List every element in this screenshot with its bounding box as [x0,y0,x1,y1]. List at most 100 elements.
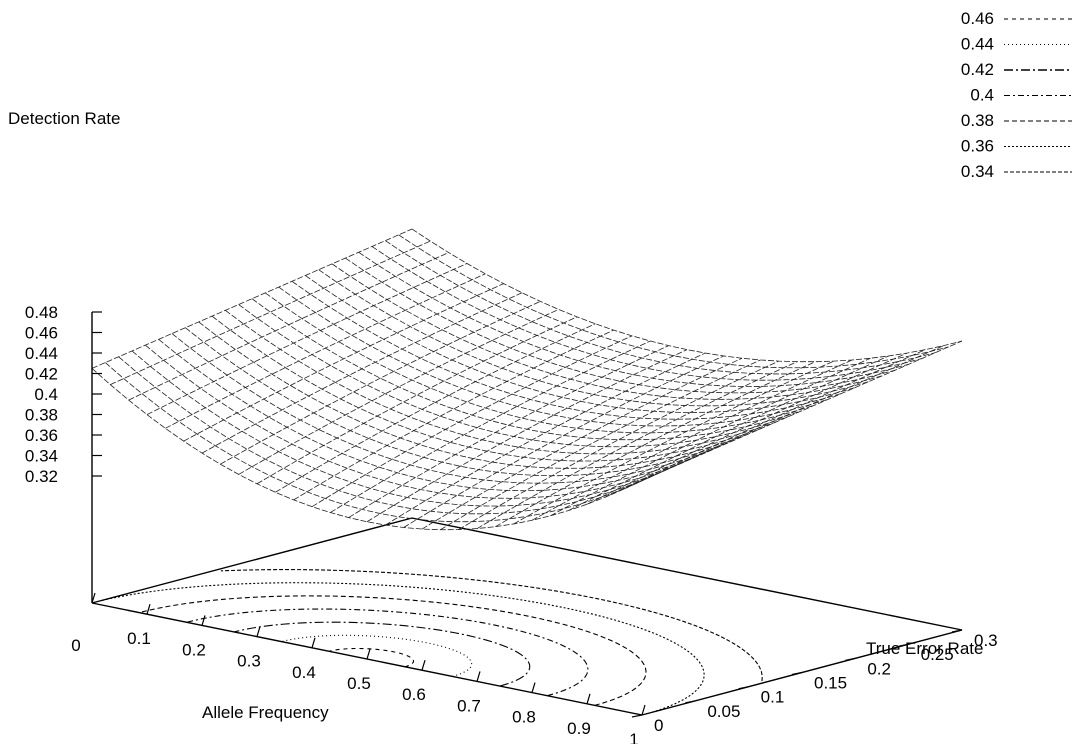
mesh-line-a [110,240,431,386]
mesh-line-t [358,251,909,387]
legend-label: 0.38 [961,111,994,130]
x-tick [476,671,481,682]
y-tick-label: 0.2 [867,659,891,678]
mesh-line-a [440,359,761,531]
mesh-line-a [348,345,669,518]
y-tick [791,671,803,676]
surface-mesh [91,228,963,531]
z-tick-label: 0.44 [25,344,58,363]
mesh-line-t [131,350,683,507]
y-tick-label: 0.3 [974,631,998,650]
mesh-line-t [198,321,749,469]
mesh-line-a [293,329,614,501]
z-tick-label: 0.42 [25,365,58,384]
y-tick-label: 0.05 [707,702,740,721]
contour-0.38 [234,621,531,687]
x-tick [256,626,261,637]
x-tick-label: 1 [629,730,638,744]
mesh-line-t [171,333,723,484]
mesh-line-a [330,340,651,513]
mesh-line-t [331,263,883,400]
mesh-line-t [145,344,696,499]
x-tick-label: 0.7 [457,696,481,715]
mesh-line-a [238,309,559,475]
z-axis-label: Detection Rate [8,109,120,128]
legend-label: 0.36 [961,137,994,156]
x-tick-label: 0.9 [567,719,591,738]
x-axis-label: Allele Frequency [202,703,329,722]
contour-0.46 [220,569,763,682]
legend-label: 0.42 [961,60,994,79]
x-tick [421,660,426,671]
mesh-line-t [118,356,669,515]
legend-label: 0.46 [961,9,994,28]
x-tick-label: 0.6 [402,685,426,704]
mesh-line-t [411,228,963,363]
mesh-line-a [165,273,486,429]
x-tick [201,615,206,626]
x-tick [641,704,646,716]
y-tick [738,686,749,690]
x-tick [311,637,316,648]
z-tick-label: 0.4 [34,385,58,404]
contour-lines [102,569,763,713]
mesh-line-t [371,246,923,381]
x-tick-label: 0.8 [512,708,536,727]
y-tick [631,714,643,718]
y-axis-ticks: 0 0.05 0.1 0.15 0.2 0.25 0.3 [631,629,998,735]
y-tick-label: 0.25 [921,645,954,664]
mesh-line-t [291,280,843,420]
mesh-line-a [146,263,468,415]
mesh-line-t [318,269,869,407]
mesh-line-t [238,304,789,448]
mesh-line-t [278,286,829,427]
legend-label: 0.44 [961,35,994,54]
y-tick-label: 0.15 [814,674,847,693]
z-axis: 0.48 0.460.44 0.420.4 0.380.36 0.340.32 [25,303,102,603]
x-tick [586,693,591,704]
mesh-line-a [201,292,523,454]
x-tick-label: 0.2 [182,640,206,659]
z-tick-label: 0.34 [25,447,58,466]
contour-0.42 [139,595,647,706]
x-tick [91,592,96,604]
y-axis-label: True Error Rate [866,639,983,658]
x-tick [531,682,536,693]
mesh-line-t [185,327,736,477]
mesh-line-a [458,360,779,530]
y-tick [951,629,963,633]
x-tick-label: 0.4 [292,663,316,682]
y-tick [898,643,909,647]
contour-0.4 [186,608,589,697]
x-tick-label: 0.1 [127,629,151,648]
x-tick-label: 0.3 [237,652,261,671]
y-tick [845,657,856,661]
z-tick-label: 0.32 [25,467,58,486]
mesh-line-t [265,292,816,434]
mesh-line-t [251,298,803,441]
mesh-line-t [91,368,643,531]
x-tick-label: 0 [71,636,80,655]
back-axis [411,517,963,631]
mesh-line-t [398,234,949,369]
mesh-line-t [345,257,896,394]
x-axis-ticks: 0 0.1 0.2 0.3 0.4 0.5 0.6 0.7 0.8 0.9 1 [71,592,646,744]
mesh-line-t [305,275,856,413]
mesh-line-t [385,240,936,375]
x-tick [146,604,151,615]
legend-label: 0.4 [970,86,994,105]
mesh-line-t [105,362,656,523]
z-tick-label: 0.46 [25,324,58,343]
x-tick [366,648,371,660]
mesh-line-t [225,310,776,455]
z-tick-label: 0.38 [25,406,58,425]
y-tick [685,700,696,704]
mesh-line-t [158,339,709,492]
mesh-line-a [513,360,834,525]
z-tick-label: 0.36 [25,426,58,445]
legend: 0.46 0.44 0.42 0.4 0.38 0.36 0.34 [961,9,1072,181]
z-tick-label: 0.48 [25,303,58,322]
contour-0.34 [328,647,415,668]
y-tick-label: 0 [654,716,663,735]
